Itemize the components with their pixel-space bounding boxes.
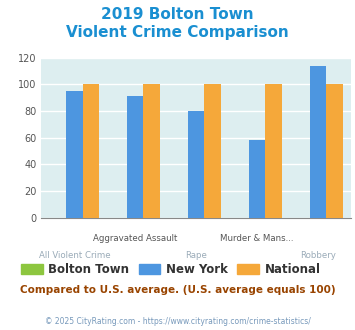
Text: 2019 Bolton Town: 2019 Bolton Town: [101, 7, 254, 22]
Text: © 2025 CityRating.com - https://www.cityrating.com/crime-statistics/: © 2025 CityRating.com - https://www.city…: [45, 317, 310, 326]
Text: Violent Crime Comparison: Violent Crime Comparison: [66, 25, 289, 40]
Bar: [83, 84, 99, 218]
Text: Rape: Rape: [185, 251, 207, 260]
Bar: [310, 66, 326, 218]
Bar: [143, 84, 160, 218]
Bar: [265, 84, 282, 218]
Bar: [127, 96, 143, 218]
Text: Aggravated Assault: Aggravated Assault: [93, 235, 178, 244]
Bar: [188, 111, 204, 218]
Bar: [66, 91, 83, 218]
Bar: [204, 84, 221, 218]
Text: All Violent Crime: All Violent Crime: [38, 251, 110, 260]
Legend: Bolton Town, New York, National: Bolton Town, New York, National: [17, 258, 325, 281]
Text: Murder & Mans...: Murder & Mans...: [220, 235, 294, 244]
Bar: [326, 84, 343, 218]
Text: Robbery: Robbery: [300, 251, 336, 260]
Bar: [249, 141, 265, 218]
Text: Compared to U.S. average. (U.S. average equals 100): Compared to U.S. average. (U.S. average …: [20, 285, 335, 295]
